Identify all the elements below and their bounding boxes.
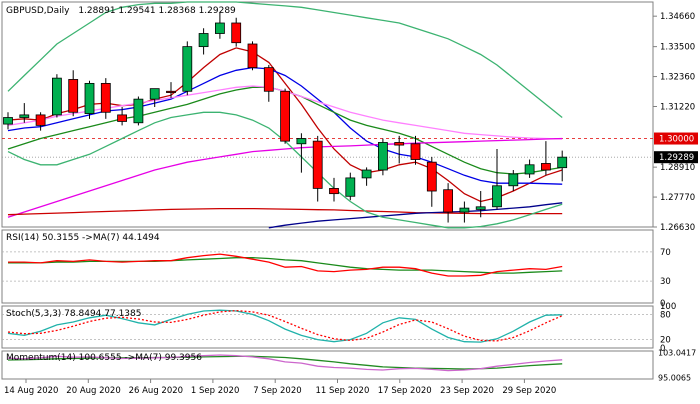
candle-body: [182, 46, 193, 92]
price-layer: [2, 1, 653, 229]
candle-body: [19, 114, 30, 118]
price-tick-label: 1.27770: [660, 193, 695, 203]
price-tick-label: 1.32360: [660, 73, 695, 83]
price-overlay-line-6: [7, 207, 563, 216]
candle-body: [557, 156, 568, 169]
candle-body: [3, 117, 13, 125]
candle-body: [231, 22, 242, 44]
candle-body: [329, 188, 339, 195]
momentum-title: Momentum(14) 100.6555 ->MA(7) 99.3956: [6, 353, 202, 363]
stoch-tick-label: 0: [660, 344, 665, 354]
candle-body: [166, 90, 176, 93]
price-tick-label: 1.28910: [660, 163, 695, 173]
rsi-layer: [2, 251, 653, 282]
candle-body: [247, 43, 258, 69]
candle-body: [475, 206, 486, 210]
candle-body: [100, 82, 111, 113]
candle-body: [459, 207, 470, 213]
price-tick-label: 1.26630: [660, 223, 695, 233]
rsi-tick-label: 0: [660, 299, 665, 309]
momentum-tick-label: 103.0417: [658, 348, 696, 357]
price-overlay-line-7: [268, 202, 563, 229]
candle-body: [214, 22, 225, 34]
momentum-line: [7, 354, 563, 372]
x-tick-label: 23 Sep 2020: [440, 386, 494, 396]
candle-body: [68, 79, 79, 113]
symbol-label: GBPUSD,Daily: [6, 6, 70, 16]
axis-layer: 1.34660 1.33500 1.32360 1.31220 1.28910 1.277…: [4, 12, 698, 396]
level-badge-label: 1.30000: [659, 135, 694, 145]
price-overlay-line-2: [7, 66, 563, 185]
price-pane: [1, 1, 654, 228]
rsi-pane: [1, 229, 654, 304]
candle-body: [117, 114, 127, 122]
candle-body: [149, 88, 160, 100]
x-tick-label: 29 Sep 2020: [502, 386, 556, 396]
stoch-tick-label: 100: [660, 302, 676, 312]
candle-body: [377, 142, 388, 171]
x-tick-label: 26 Aug 2020: [129, 386, 183, 396]
x-tick-label: 11 Sep 2020: [316, 386, 370, 396]
stoch-tick-label: 80: [660, 310, 671, 320]
candle-body: [508, 173, 519, 187]
price-tick-label: 1.34660: [660, 12, 695, 22]
momentum-layer: [7, 354, 563, 372]
rsi-tick-label: 30: [660, 277, 671, 287]
price-overlay-line-5: [7, 137, 563, 218]
candle-body: [345, 177, 356, 197]
candle-body: [133, 98, 144, 124]
candle-body: [361, 169, 372, 179]
candle-body: [410, 143, 421, 160]
rsi-title: RSI(14) 50.3155 ->MA(7) 44.1494: [6, 233, 160, 243]
stoch-title: Stoch(5,3,3) 78.8494 77.1385: [6, 309, 141, 319]
stoch-signal-line: [7, 309, 563, 342]
rsi-tick-label: 70: [660, 248, 671, 258]
x-tick-label: 14 Aug 2020: [4, 386, 58, 396]
candle-body: [84, 82, 95, 114]
price-tick-label: 1.33500: [660, 43, 695, 53]
stoch-main-line: [7, 309, 563, 343]
candle-body: [312, 140, 323, 189]
candle-body: [280, 90, 291, 142]
candle-body: [198, 33, 209, 48]
candle-body: [35, 114, 46, 126]
x-tick-label: 17 Sep 2020: [378, 386, 432, 396]
candle-body: [52, 77, 62, 116]
candle-body: [296, 138, 307, 145]
price-overlay-line-1: [7, 47, 563, 203]
svg-text:GBPUSD,Daily 1.28891 1.2: GBPUSD,Daily 1.28891 1.29541 1.28368 1.2…: [6, 6, 236, 16]
price-tick-label: 1.31220: [660, 102, 695, 112]
candle-body: [443, 189, 454, 213]
ohlc-values: 1.28891 1.29541 1.28368 1.29289: [78, 6, 236, 16]
level-badge: [654, 132, 698, 145]
candle-body: [524, 164, 535, 175]
x-tick-label: 1 Sep 2020: [191, 386, 239, 396]
stoch-layer: [2, 309, 653, 343]
price-overlay-line-8: [7, 1, 563, 119]
rsi-line: [8, 253, 563, 277]
current-price-badge-label: 1.29289: [659, 153, 694, 163]
candle-body: [394, 142, 405, 146]
x-tick-label: 7 Sep 2020: [253, 386, 301, 396]
candle-body: [492, 185, 502, 208]
current-price-badge: [654, 151, 698, 164]
candle-body: [541, 163, 551, 171]
candle-body: [263, 67, 274, 92]
x-tick-label: 20 Aug 2020: [66, 386, 120, 396]
momentum-tick-label: 95.0065: [658, 373, 691, 382]
candle-body: [426, 161, 437, 192]
stoch-tick-label: 20: [660, 336, 671, 346]
